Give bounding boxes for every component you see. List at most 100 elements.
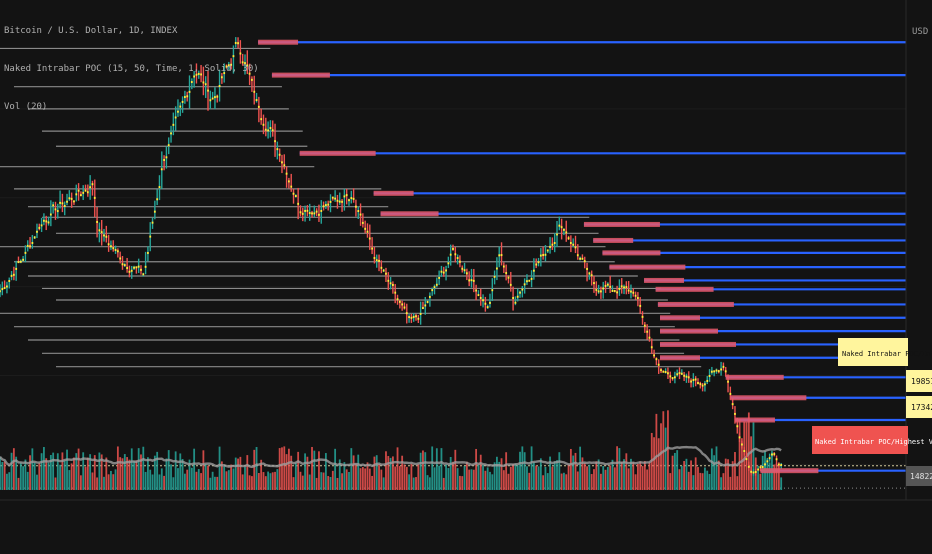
volume-label: 14822.29 xyxy=(910,472,932,481)
poc-origin-marker xyxy=(644,277,685,283)
volume-bar xyxy=(428,477,431,490)
intrabar-poc-mark xyxy=(627,289,630,292)
volume-bar xyxy=(648,462,651,490)
volume-bar xyxy=(36,474,38,490)
intrabar-poc-mark xyxy=(119,257,122,260)
intrabar-poc-mark xyxy=(669,375,672,378)
intrabar-poc-mark xyxy=(741,443,743,446)
volume-bar xyxy=(158,474,161,490)
intrabar-poc-mark xyxy=(442,271,445,274)
intrabar-poc-mark xyxy=(600,290,602,293)
intrabar-poc-mark xyxy=(465,272,468,275)
intrabar-poc-mark xyxy=(729,392,732,395)
volume-bar xyxy=(560,473,563,490)
intrabar-poc-mark xyxy=(449,253,452,256)
indicator-title[interactable]: Naked Intrabar POC (15, 50, Time, 1, Sol… xyxy=(4,64,259,74)
volume-bar xyxy=(56,453,59,490)
intrabar-poc-mark xyxy=(61,202,64,205)
volume-bar xyxy=(257,472,260,490)
intrabar-poc-mark xyxy=(246,64,249,67)
volume-bar xyxy=(519,451,521,490)
intrabar-poc-mark xyxy=(706,379,709,382)
poc-origin-marker xyxy=(271,72,330,78)
intrabar-poc-mark xyxy=(410,316,413,319)
volume-bar xyxy=(660,423,662,490)
volume-bar xyxy=(382,477,385,490)
intrabar-poc-mark xyxy=(523,283,526,286)
volume-bar xyxy=(482,464,484,490)
poc-origin-marker xyxy=(602,250,661,256)
volume-bar xyxy=(75,453,78,490)
volume-bar xyxy=(392,456,394,490)
intrabar-poc-mark xyxy=(334,197,337,200)
poc-origin-marker xyxy=(380,211,439,217)
volume-bar xyxy=(130,448,133,490)
volume-bar xyxy=(368,468,371,490)
volume-bar xyxy=(720,477,723,490)
volume-bar xyxy=(86,457,89,490)
volume-bar xyxy=(315,477,318,490)
intrabar-poc-mark xyxy=(75,193,78,196)
volume-bar xyxy=(239,456,242,490)
intrabar-poc-mark xyxy=(278,153,281,156)
intrabar-poc-mark xyxy=(662,370,665,373)
volume-bar xyxy=(345,469,348,490)
volume-bar xyxy=(283,446,286,490)
symbol-title[interactable]: Bitcoin / U.S. Dollar, 1D, INDEX xyxy=(4,26,178,36)
intrabar-poc-mark xyxy=(611,289,614,292)
intrabar-poc-mark xyxy=(713,370,716,373)
volume-bar xyxy=(581,457,584,490)
volume-bar xyxy=(741,438,743,490)
intrabar-poc-mark xyxy=(269,127,272,130)
volume-bar xyxy=(181,459,184,490)
volume-bar xyxy=(766,458,769,490)
volume-bar xyxy=(251,476,253,490)
volume-bar xyxy=(405,466,408,490)
intrabar-poc-mark xyxy=(593,282,595,285)
volume-bar xyxy=(706,470,709,490)
intrabar-poc-mark xyxy=(736,425,739,428)
volume-bar xyxy=(509,466,512,490)
intrabar-poc-mark xyxy=(535,263,538,266)
volume-bar xyxy=(710,448,713,490)
intrabar-poc-mark xyxy=(63,204,66,207)
volume-title[interactable]: Vol (20) xyxy=(4,102,47,112)
intrabar-poc-mark xyxy=(73,200,75,203)
volume-bar xyxy=(657,438,660,490)
volume-bar xyxy=(602,465,605,490)
intrabar-poc-mark xyxy=(345,194,348,197)
intrabar-poc-mark xyxy=(306,209,309,212)
intrabar-poc-mark xyxy=(197,72,200,75)
volume-bar xyxy=(422,450,424,490)
volume-bar xyxy=(334,448,337,490)
intrabar-poc-mark xyxy=(133,266,135,269)
volume-bar xyxy=(373,456,376,490)
volume-bar xyxy=(553,461,556,490)
volume-pane xyxy=(0,410,783,490)
intrabar-poc-mark xyxy=(294,195,297,198)
intrabar-poc-mark xyxy=(188,90,191,93)
volume-bar xyxy=(160,468,163,490)
volume-bar xyxy=(680,465,683,490)
intrabar-poc-mark xyxy=(731,403,734,406)
volume-bar xyxy=(121,458,124,490)
volume-bar xyxy=(68,470,71,490)
volume-bar xyxy=(66,449,68,490)
volume-bar xyxy=(110,470,112,490)
volume-bar xyxy=(211,471,214,490)
volume-bar xyxy=(708,474,711,490)
intrabar-poc-mark xyxy=(392,283,394,286)
intrabar-poc-mark xyxy=(634,294,637,297)
volume-bar xyxy=(498,461,501,490)
volume-bar xyxy=(17,477,20,490)
intrabar-poc-mark xyxy=(163,158,165,161)
intrabar-poc-mark xyxy=(223,72,226,75)
intrabar-poc-mark xyxy=(142,273,145,276)
intrabar-poc-mark xyxy=(276,148,279,151)
intrabar-poc-mark xyxy=(204,83,207,86)
intrabar-poc-mark xyxy=(241,61,244,64)
volume-bar xyxy=(292,477,295,490)
intrabar-poc-mark xyxy=(415,315,417,318)
